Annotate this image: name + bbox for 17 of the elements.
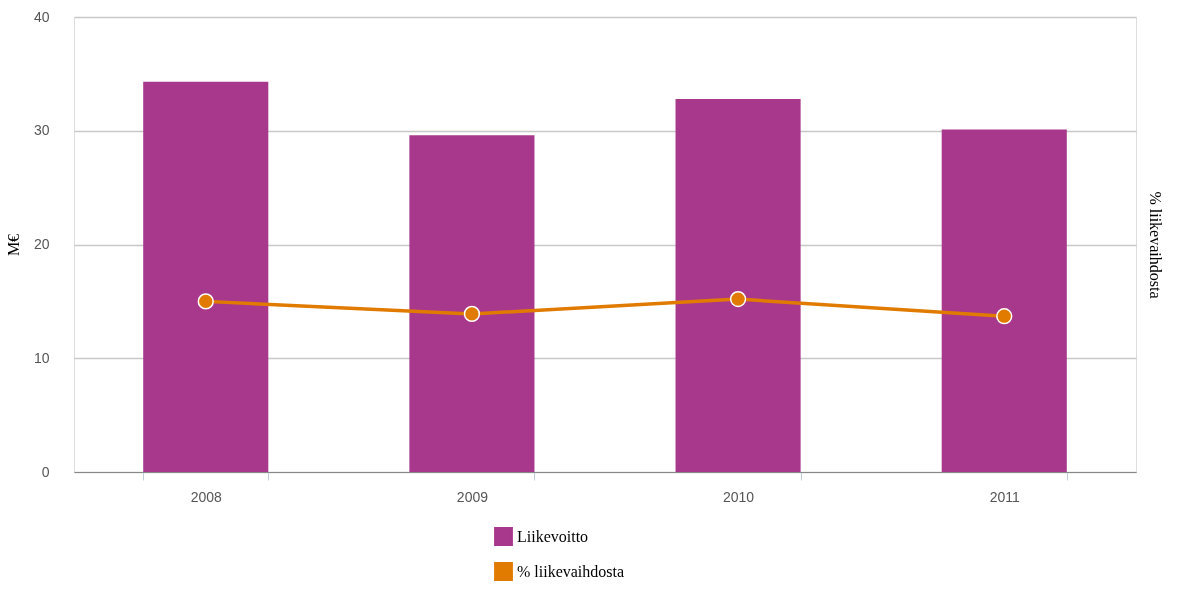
point: [996, 308, 1013, 325]
y-axis-title: M€: [4, 233, 22, 257]
legend-label: % liikevaihdosta: [517, 562, 625, 580]
x-tick-label: 2010: [723, 488, 755, 505]
x-tick-label: 2008: [190, 488, 223, 505]
point: [729, 290, 747, 308]
y-tick-label: 20: [33, 236, 50, 252]
point: [197, 293, 214, 310]
y-tick-label: 40: [33, 8, 50, 25]
y-tick-label: 30: [33, 122, 50, 139]
point: [463, 305, 481, 323]
y-tick-label: 10: [33, 349, 50, 366]
x-tick-label: 2011: [989, 488, 1021, 505]
y2-axis-title: % liikevaihdosta: [1146, 191, 1164, 299]
y-tick-label: 0: [41, 463, 50, 480]
x-tick-label: 2009: [456, 488, 489, 505]
legend-label: Liikevoitto: [517, 527, 589, 545]
